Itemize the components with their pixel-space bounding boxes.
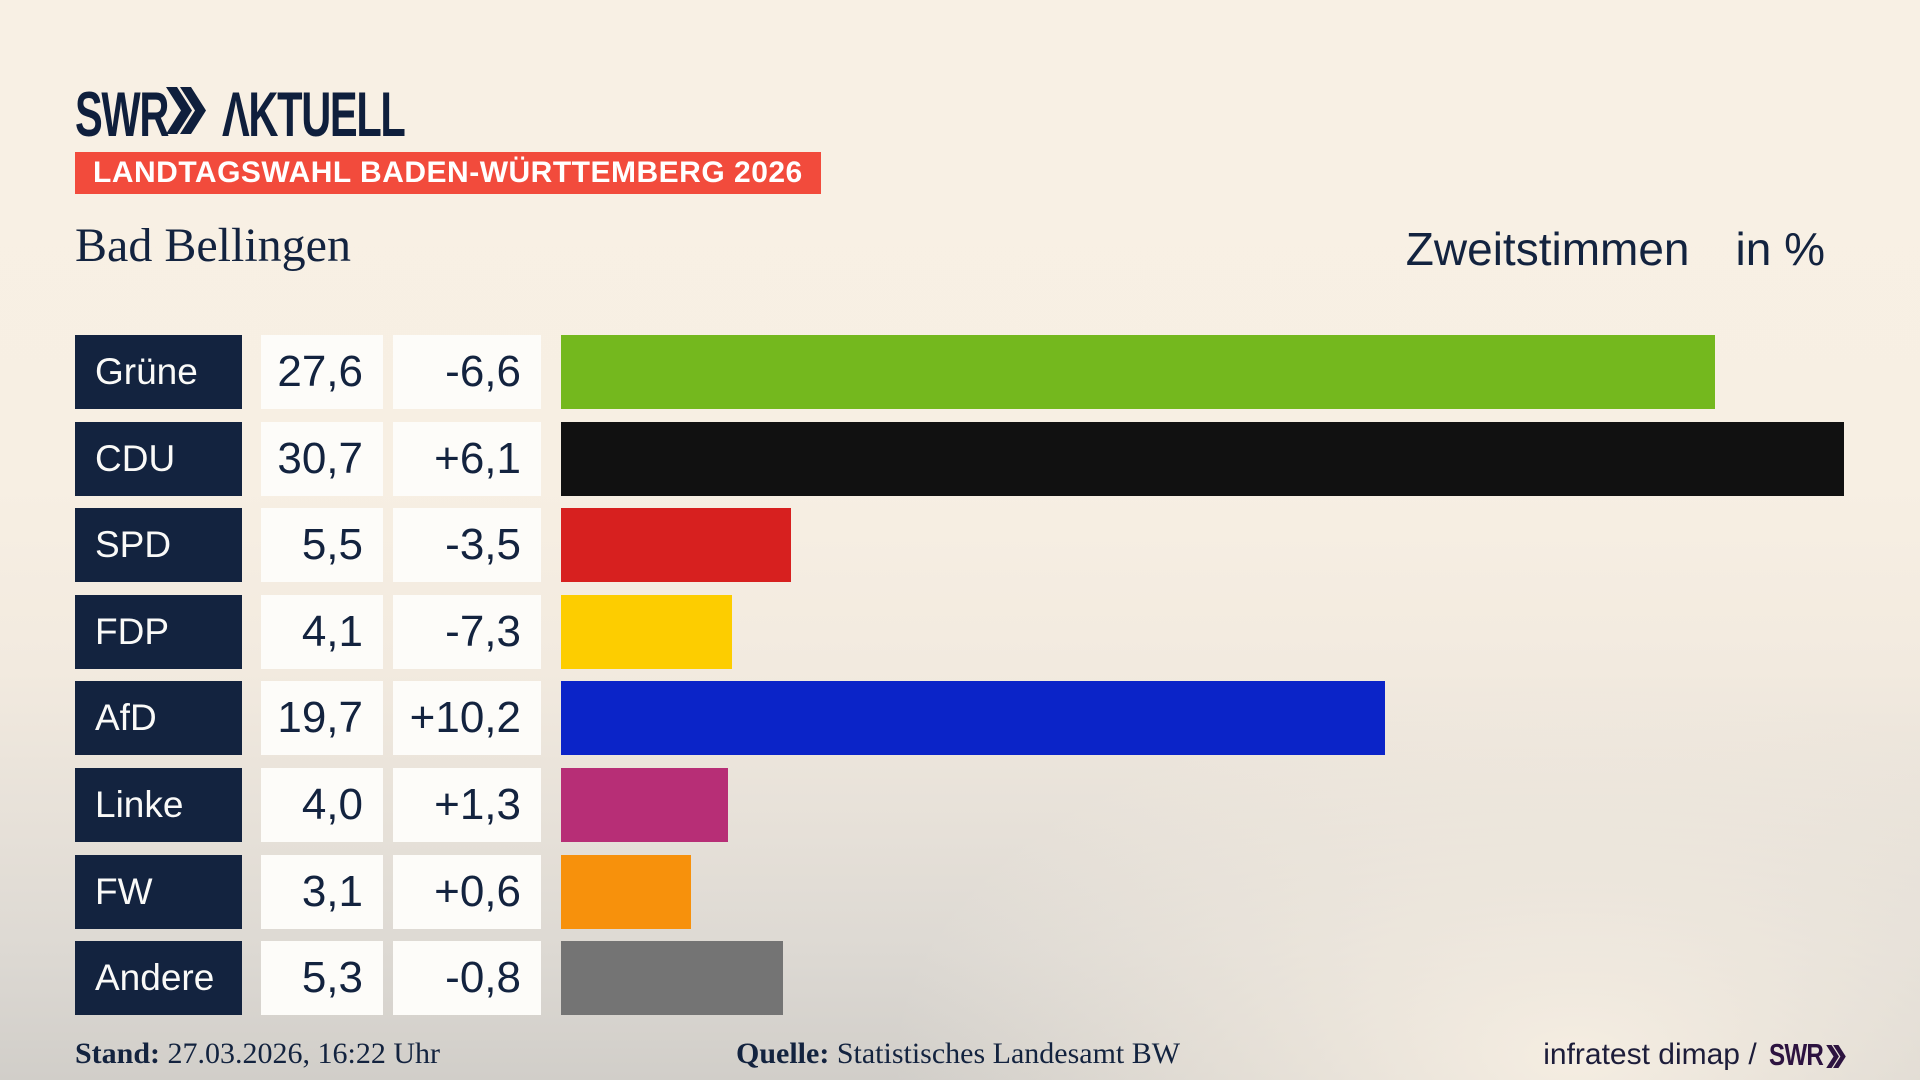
- party-value: 27,6: [261, 335, 383, 409]
- party-change: +1,3: [393, 767, 541, 842]
- party-bar: [561, 681, 1385, 756]
- party-change: -3,5: [393, 508, 541, 583]
- party-value: 5,5: [261, 508, 383, 583]
- party-label: FDP: [75, 594, 242, 669]
- party-bar: [561, 594, 733, 669]
- swr-logo-text: SWR: [75, 80, 169, 150]
- party-value: 30,7: [261, 421, 383, 496]
- party-value: 4,1: [261, 594, 383, 669]
- credit-swr-text: SWR: [1768, 1037, 1824, 1072]
- swr-logo-suffix: ΛKTUELL: [222, 80, 406, 150]
- stand-value: 27.03.2026, 16:22 Uhr: [167, 1037, 441, 1070]
- election-banner: LANDTAGSWAHL BADEN-WÜRTTEMBERG 2026: [75, 152, 821, 194]
- credit-text: infratest dimap /: [1543, 1038, 1757, 1071]
- party-label: Andere: [75, 941, 242, 1016]
- party-value: 4,0: [261, 767, 383, 842]
- party-change: -7,3: [393, 594, 541, 669]
- party-bar: [561, 854, 691, 929]
- table-row: FW 3,1 +0,6: [75, 854, 1865, 929]
- party-value: 3,1: [261, 854, 383, 929]
- swr-logo-chevrons-icon: [166, 87, 206, 134]
- table-row: AfD 19,7 +10,2: [75, 681, 1865, 756]
- party-bar: [561, 941, 783, 1016]
- party-label: FW: [75, 854, 242, 929]
- table-row: SPD 5,5 -3,5: [75, 508, 1865, 583]
- stand-label: Stand:: [75, 1037, 161, 1070]
- party-label: Grüne: [75, 335, 242, 409]
- credit-swr-chevrons-icon: [1826, 1044, 1846, 1068]
- party-label: SPD: [75, 508, 242, 583]
- quelle-label: Quelle:: [736, 1037, 830, 1070]
- party-value: 5,3: [261, 941, 383, 1016]
- table-row: Grüne 27,6 -6,6: [75, 335, 1865, 409]
- party-bar: [561, 335, 1715, 409]
- source: Quelle: Statistisches Landesamt BW: [736, 1037, 1180, 1071]
- party-bar: [561, 421, 1845, 496]
- party-change: +0,6: [393, 854, 541, 929]
- credit: infratest dimap / SWR: [1543, 1037, 1846, 1073]
- party-bar: [561, 508, 791, 583]
- table-row: Andere 5,3 -0,8: [75, 941, 1865, 1016]
- party-bar: [561, 767, 729, 842]
- page-title: Bad Bellingen: [75, 219, 351, 272]
- measure-label: Zweitstimmen: [1405, 223, 1690, 275]
- measure-title: Zweitstimmen in %: [1406, 224, 1825, 275]
- party-label: CDU: [75, 421, 242, 496]
- party-label: AfD: [75, 681, 242, 756]
- table-row: FDP 4,1 -7,3: [75, 594, 1865, 669]
- party-change: -6,6: [393, 335, 541, 409]
- party-change: +6,1: [393, 421, 541, 496]
- party-value: 19,7: [261, 681, 383, 756]
- table-row: Linke 4,0 +1,3: [75, 767, 1865, 842]
- timestamp: Stand: 27.03.2026, 16:22 Uhr: [75, 1037, 440, 1071]
- party-change: +10,2: [393, 681, 541, 756]
- results-table: Grüne 27,6 -6,6 CDU 30,7 +6,1 SPD 5,5 -3,5 FDP 4,1…: [75, 335, 1865, 1016]
- party-change: -0,8: [393, 941, 541, 1016]
- party-label: Linke: [75, 767, 242, 842]
- unit-label: in %: [1735, 223, 1825, 275]
- quelle-value: Statistisches Landesamt BW: [836, 1037, 1181, 1070]
- table-row: CDU 30,7 +6,1: [75, 421, 1865, 496]
